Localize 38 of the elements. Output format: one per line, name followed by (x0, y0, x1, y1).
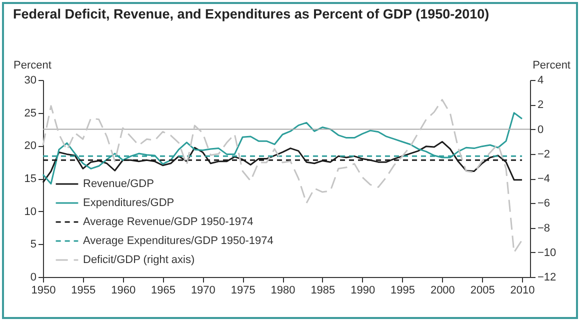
line-series (42, 98, 523, 254)
y2-tick-label: 4 (538, 74, 544, 86)
y-tick-label: 25 (24, 107, 36, 120)
y2-tick-label: 2 (538, 99, 544, 112)
y2-axis-title: Percent (532, 60, 570, 72)
y-tick-label: 30 (24, 74, 36, 86)
y2-tick-label: −2 (538, 148, 550, 160)
x-tick-label: 1965 (151, 284, 176, 296)
y-tick-label: 15 (24, 173, 36, 185)
x-tick-label: 1985 (310, 284, 336, 296)
x-tick-label: 2000 (430, 284, 455, 296)
x-tick-label: 2005 (470, 284, 495, 296)
x-tick-label: 1980 (270, 284, 296, 296)
y2-tick-label: −6 (538, 198, 550, 210)
y-tick-label: 10 (24, 206, 36, 218)
legend-label: Average Revenue/GDP 1950-1974 (83, 216, 254, 228)
x-tick-label: 1995 (390, 284, 416, 296)
y-tick-label: 0 (30, 272, 36, 284)
y-axis-title: Percent (14, 60, 52, 72)
x-tick-label: 1970 (190, 284, 216, 296)
x-tick-label: 1950 (31, 284, 56, 296)
x-tick-label: 1975 (230, 284, 256, 296)
legend-label: Deficit/GDP (right axis) (83, 254, 195, 266)
y2-tick-label: −8 (538, 222, 550, 234)
y-tick-label: 20 (24, 140, 36, 152)
legend-label: Average Expenditures/GDP 1950-1974 (83, 235, 274, 247)
x-tick-label: 1960 (111, 284, 136, 296)
y2-tick-label: −4 (538, 173, 550, 185)
chart-title: Federal Deficit, Revenue, and Expenditures as Percent of GDP (1950-2010) (13, 6, 490, 22)
y2-tick-label: 0 (538, 124, 544, 136)
y2-tick-label: −12 (538, 272, 556, 284)
legend-label: Expenditures/GDP (83, 197, 174, 209)
x-tick-label: 2010 (510, 284, 535, 296)
y2-tick-label: −10 (538, 246, 556, 259)
legend-label: Revenue/GDP (83, 178, 154, 190)
y-tick-label: 5 (30, 238, 36, 251)
x-tick-label: 1990 (350, 284, 376, 296)
x-tick-label: 1955 (71, 284, 96, 296)
